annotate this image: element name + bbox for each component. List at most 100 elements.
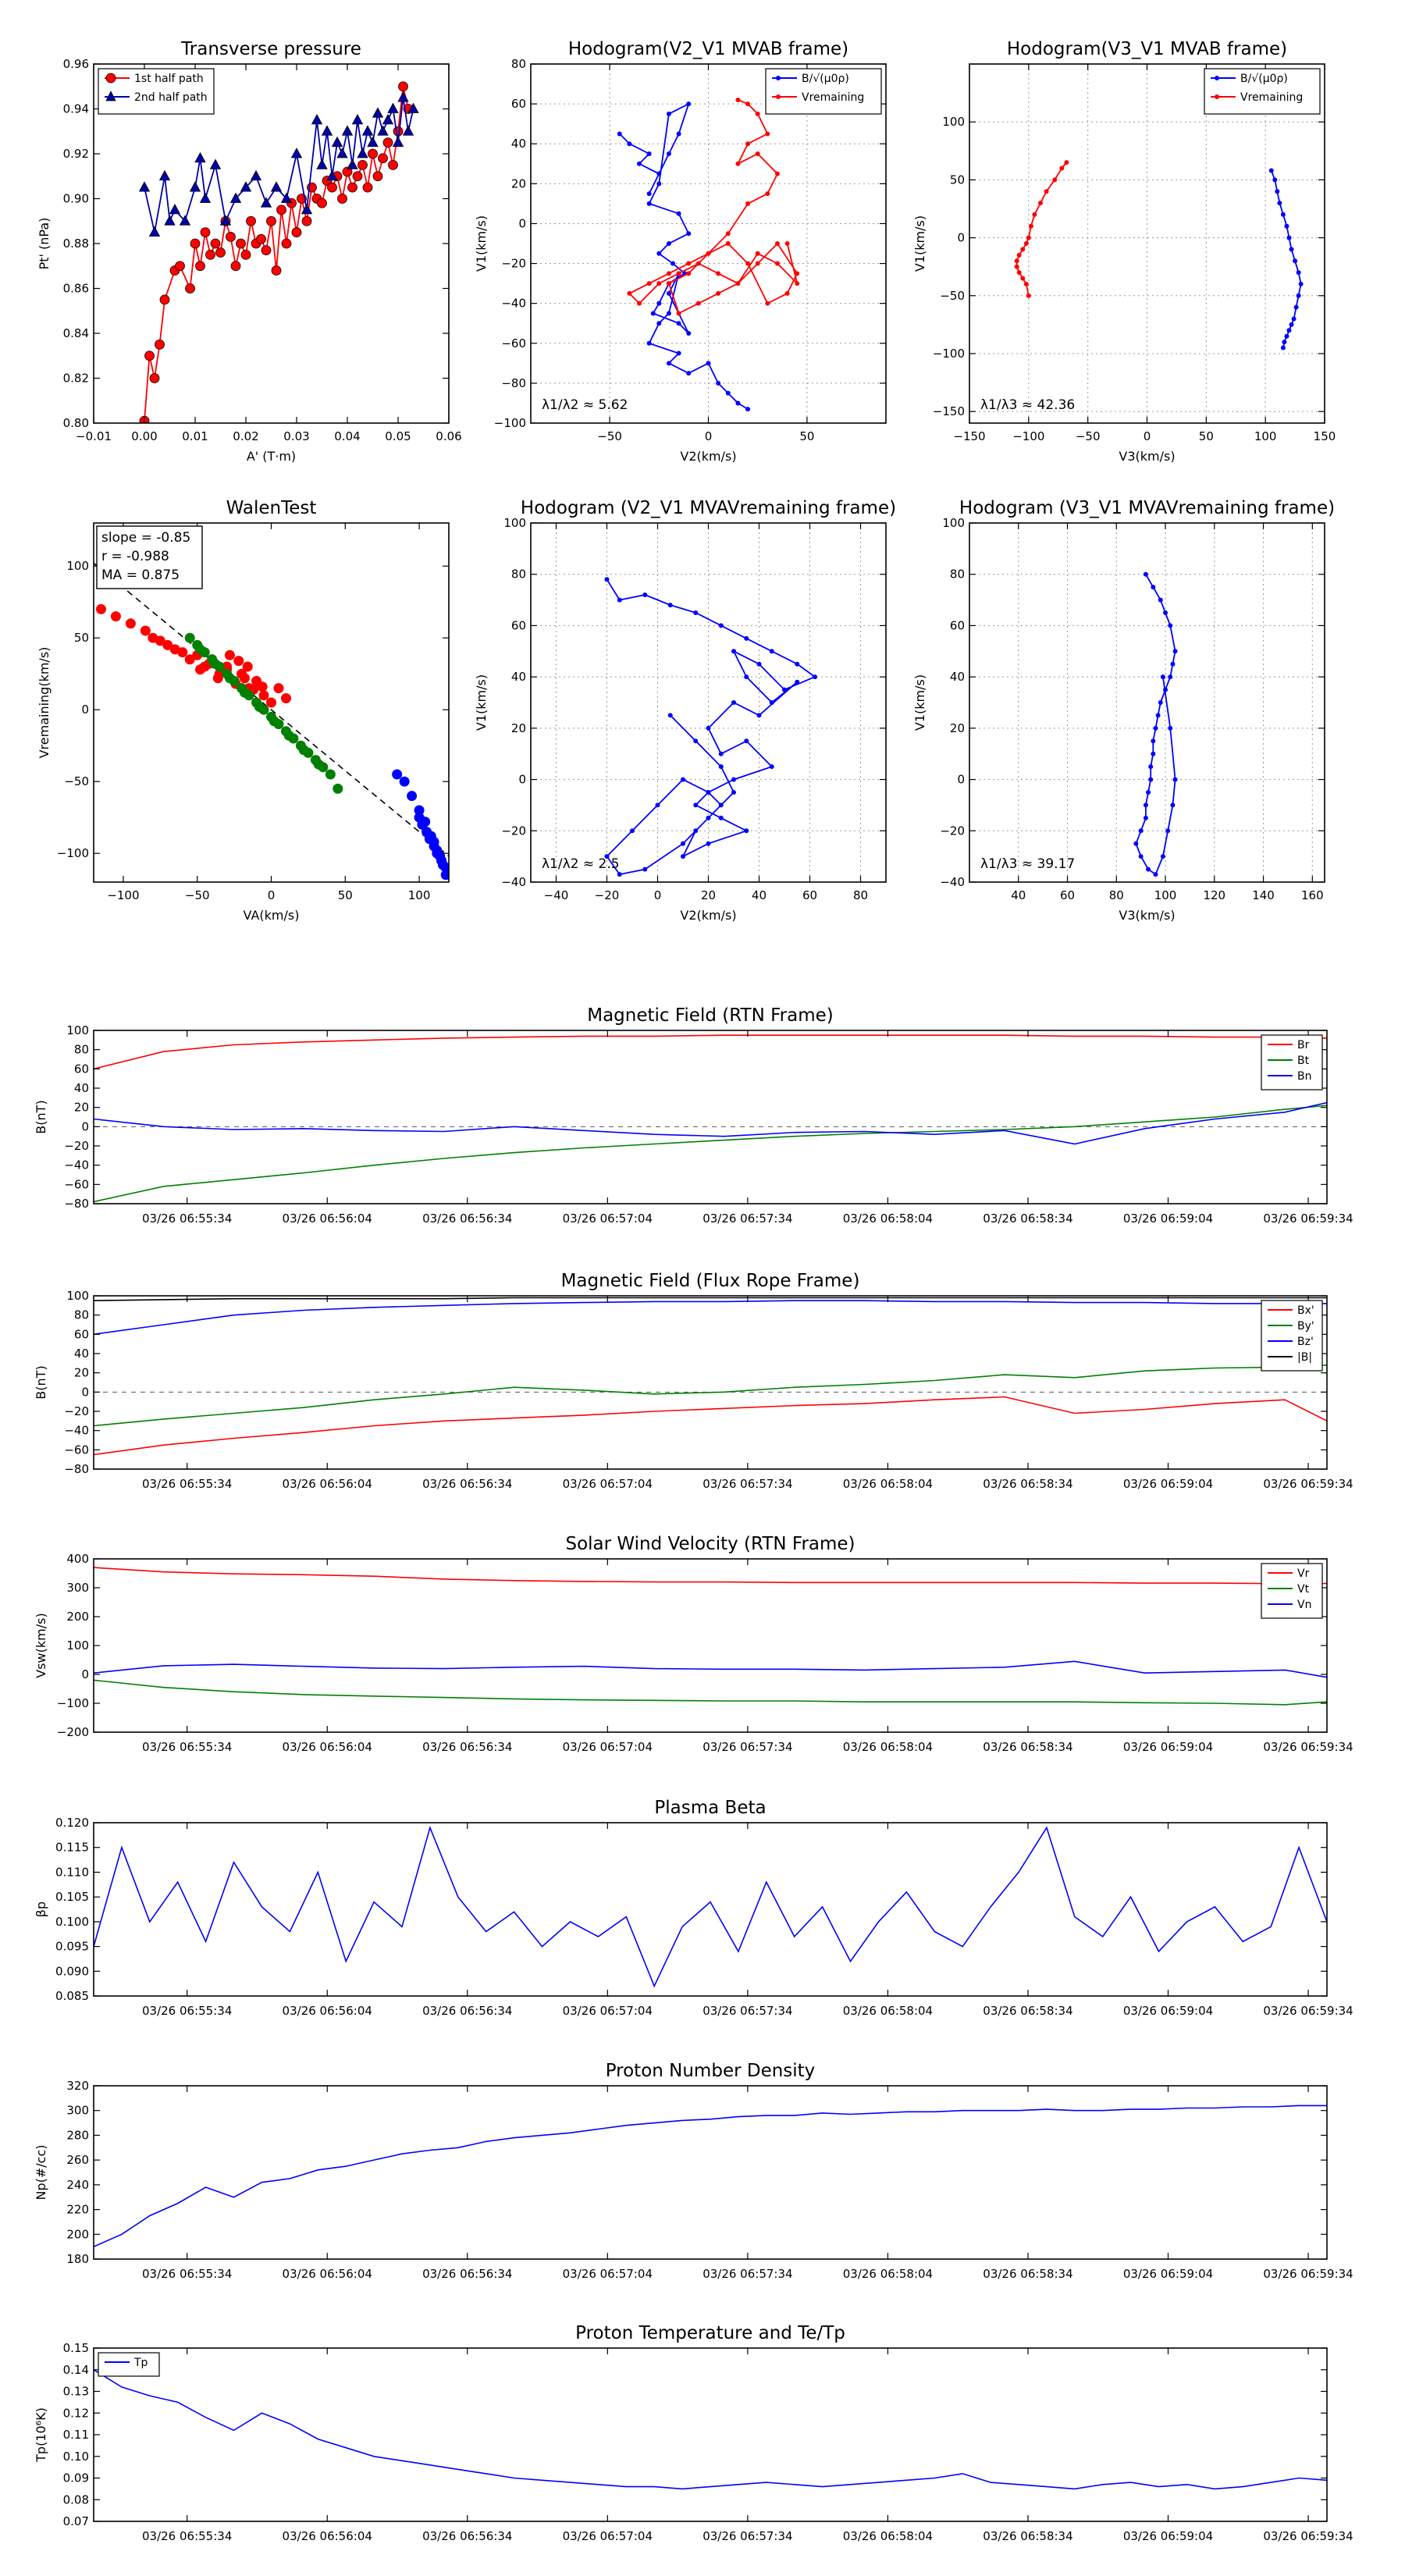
x-tick-label: 80 xyxy=(1109,888,1124,902)
y-tick-label: −40 xyxy=(64,1424,89,1438)
legend-label: Vremaining xyxy=(1240,91,1303,104)
data-point xyxy=(190,238,201,249)
data-point xyxy=(387,102,399,113)
y-tick-label: 0.13 xyxy=(63,2385,89,2399)
y-tick-label: 0 xyxy=(957,231,965,245)
y-tick-label: 0.090 xyxy=(55,1964,89,1978)
data-point xyxy=(1155,713,1161,718)
data-point xyxy=(1280,212,1286,217)
x-tick-label: 03/26 06:58:04 xyxy=(843,1740,933,1754)
data-point xyxy=(656,321,662,326)
data-point xyxy=(1026,235,1031,240)
y-tick-label: 0 xyxy=(81,1119,89,1133)
y-tick-label: 0 xyxy=(957,773,965,787)
plot-area xyxy=(94,562,449,881)
panel-8: −80 −60 −40 −20 0 20 40 60 80 100 03/26 06:55:34 03… xyxy=(34,1271,1353,1491)
legend-label: Vremaining xyxy=(802,91,864,104)
x-tick-label: 03/26 06:57:34 xyxy=(702,1477,792,1491)
data-point xyxy=(209,658,220,669)
data-point xyxy=(745,407,751,412)
plot-area xyxy=(617,98,800,412)
data-point xyxy=(162,639,173,650)
x-tick-label: 03/26 06:58:34 xyxy=(983,2267,1072,2281)
series-red xyxy=(95,603,291,708)
y-tick-label: −60 xyxy=(64,1443,89,1457)
y-tick-label: 0 xyxy=(518,216,526,230)
plot-area xyxy=(94,1297,1327,1456)
chart-title: Transverse pressure xyxy=(180,39,361,59)
y-tick-label: −150 xyxy=(933,404,965,418)
data-point xyxy=(357,159,368,170)
data-point xyxy=(1286,235,1292,240)
x-tick-label: 03/26 06:59:34 xyxy=(1263,1212,1353,1226)
data-point xyxy=(144,350,155,361)
series-By' xyxy=(94,1364,1327,1427)
y-tick-label: −60 xyxy=(64,1177,89,1191)
data-point xyxy=(681,854,685,859)
y-tick-label: 200 xyxy=(66,2227,89,2241)
data-point xyxy=(233,656,244,667)
data-point xyxy=(774,241,780,246)
data-point xyxy=(276,205,286,215)
series-blue xyxy=(392,769,449,881)
y-tick-label: 0.08 xyxy=(63,2492,89,2507)
data-point xyxy=(347,158,358,169)
data-point xyxy=(695,261,701,266)
series-|B| xyxy=(94,1297,1327,1301)
axes-frame xyxy=(93,2347,1328,2522)
data-point xyxy=(301,215,312,226)
data-point xyxy=(1272,177,1278,183)
data-point xyxy=(199,192,212,203)
data-point xyxy=(695,301,701,306)
x-tick-label: 03/26 06:59:04 xyxy=(1123,2004,1213,2018)
x-tick-label: 160 xyxy=(1301,888,1324,902)
data-point xyxy=(1028,223,1033,229)
data-point xyxy=(630,828,635,834)
x-tick-label: −50 xyxy=(597,429,622,443)
data-point xyxy=(686,331,692,336)
data-point xyxy=(377,125,389,136)
series-line xyxy=(94,1364,1327,1427)
x-tick-label: −100 xyxy=(107,888,139,902)
x-tick-label: 03/26 06:55:34 xyxy=(142,1477,232,1491)
data-point xyxy=(240,181,252,192)
chart-title: Magnetic Field (Flux Rope Frame) xyxy=(561,1271,860,1291)
data-point xyxy=(1143,571,1148,577)
x-tick-label: −50 xyxy=(1076,429,1101,443)
data-point xyxy=(361,125,374,136)
plot-area xyxy=(94,1034,1327,1203)
y-tick-label: 100 xyxy=(66,559,89,573)
data-point xyxy=(1032,212,1037,217)
panel-11: 180 200 220 240 260 280 300 320 03/26 06:55:34 03… xyxy=(34,2061,1353,2281)
data-point xyxy=(266,215,276,226)
y-tick-label: 0.90 xyxy=(63,192,89,206)
legend-box xyxy=(98,2352,160,2377)
x-tick-label: 03/26 06:57:34 xyxy=(702,2529,792,2543)
data-point xyxy=(138,181,151,192)
data-point xyxy=(718,751,724,756)
data-point xyxy=(298,745,309,756)
legend: Vr Vt Vn xyxy=(1261,1563,1323,1619)
y-tick-label: 80 xyxy=(74,1308,89,1322)
data-point xyxy=(184,654,195,665)
chart-title: Hodogram (V3_V1 MVAVremaining frame) xyxy=(959,498,1335,518)
chart-title: Proton Number Density xyxy=(606,2061,816,2081)
legend-label: B/√(μ0ρ) xyxy=(802,73,849,85)
eigen-ratio-annotation: λ1/λ3 ≈ 39.17 xyxy=(980,856,1075,872)
y-tick-label: 220 xyxy=(66,2203,89,2217)
data-point xyxy=(402,125,414,136)
y-tick-label: 100 xyxy=(66,1289,89,1303)
data-point xyxy=(718,815,724,820)
data-point xyxy=(95,603,106,614)
x-tick-label: 0 xyxy=(654,888,662,902)
legend-marker xyxy=(105,91,116,101)
data-point xyxy=(646,151,652,156)
data-point xyxy=(1138,828,1144,834)
series-Vremaining xyxy=(1014,160,1069,298)
data-point xyxy=(240,249,251,260)
data-point xyxy=(224,649,235,660)
data-point xyxy=(1151,738,1156,744)
x-tick-label: 03/26 06:59:04 xyxy=(1123,2267,1213,2281)
x-tick-label: 03/26 06:56:34 xyxy=(422,2529,512,2543)
